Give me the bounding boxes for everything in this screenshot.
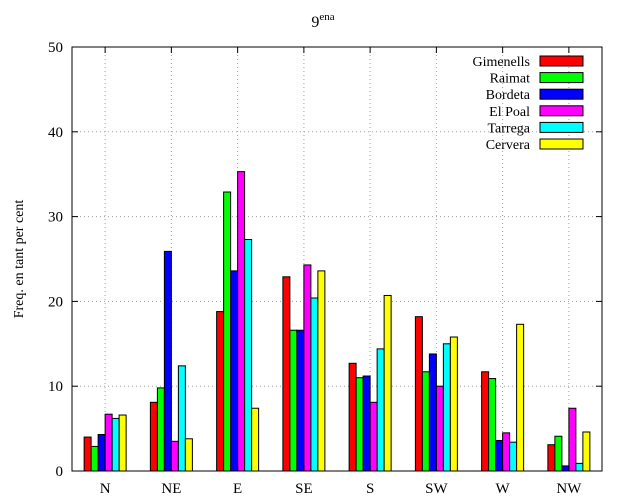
legend-label: El Poal (489, 105, 530, 120)
bar-tarrega (442, 343, 451, 472)
chart-title: 9ena (311, 11, 334, 31)
legend-label: Bordeta (486, 88, 531, 103)
bar-gimenells (149, 401, 158, 472)
legend-label: Cervera (486, 138, 531, 153)
bar-gimenells (414, 316, 423, 472)
legend-label: Raimat (490, 72, 531, 87)
bar-group-se (282, 264, 326, 472)
chart-title-main: 9 (311, 14, 319, 31)
bar-raimat (90, 445, 99, 472)
bar-el-poal (237, 171, 246, 472)
bar-group-s (348, 294, 392, 472)
plot-frame (71, 46, 603, 472)
legend-item: Raimat (490, 72, 584, 87)
bar-el-poal (435, 385, 444, 472)
y-tick-label: 0 (56, 464, 64, 480)
bar-gimenells (216, 311, 225, 472)
legend-swatch (539, 72, 584, 84)
legend-swatch (539, 55, 584, 67)
bar-raimat (355, 377, 364, 472)
legend-item: Bordeta (486, 88, 584, 103)
legend-item: Gimenells (472, 55, 584, 70)
legend-swatch (539, 121, 584, 133)
legend-label: Gimenells (472, 55, 530, 70)
legend-item: Tarrega (487, 121, 584, 136)
bar-cervera (516, 323, 525, 472)
chart-title-superscript: ena (319, 11, 334, 23)
y-tick-label: 10 (48, 379, 63, 395)
bar-group-n (83, 413, 127, 472)
bar-tarrega (376, 348, 385, 472)
bar-raimat (421, 371, 430, 472)
legend-item: Cervera (486, 138, 584, 153)
bar-group-nw (547, 407, 591, 472)
bar-raimat (223, 191, 232, 472)
bar-raimat (156, 387, 165, 472)
x-tick-label: W (496, 481, 511, 497)
bar-group-w (481, 323, 525, 472)
y-tick-label: 30 (48, 210, 63, 226)
legend-swatch (539, 138, 584, 150)
bar-cervera (118, 414, 127, 472)
y-tick-label: 50 (48, 40, 63, 56)
legend-swatch (539, 88, 584, 100)
bar-cervera (317, 270, 326, 472)
bar-cervera (449, 336, 458, 472)
bar-bordeta (97, 434, 106, 472)
x-tick-label: NE (161, 481, 181, 497)
x-tick-label: SE (295, 481, 313, 497)
bar-el-poal (104, 413, 113, 472)
bar-raimat (488, 378, 497, 472)
bar-cervera (184, 438, 193, 472)
bar-tarrega (575, 462, 584, 472)
bar-bordeta (495, 439, 504, 472)
bar-bordeta (362, 375, 371, 472)
bar-group-ne (149, 250, 193, 472)
bar-bordeta (561, 465, 570, 472)
x-tick-label: SW (425, 481, 448, 497)
bar-cervera (383, 294, 392, 472)
bars (83, 171, 591, 472)
legend-swatch (539, 105, 584, 117)
bar-tarrega (111, 417, 120, 472)
bar-cervera (251, 407, 260, 472)
bar-el-poal (303, 264, 312, 472)
bar-tarrega (509, 441, 518, 472)
bar-el-poal (568, 407, 577, 472)
bar-el-poal (170, 440, 179, 472)
bar-el-poal (369, 401, 378, 472)
x-tick-label: N (100, 481, 111, 497)
tick-labels: 0 10 20 30 40 50 N NE E SE S SW W NW (48, 40, 582, 497)
bar-tarrega (310, 297, 319, 472)
bar-bordeta (428, 353, 437, 472)
bar-gimenells (282, 276, 291, 472)
bar-cervera (582, 431, 591, 472)
legend-item: El Poal (489, 105, 584, 120)
x-tick-label: S (366, 481, 374, 497)
bar-gimenells (547, 444, 556, 472)
bar-gimenells (348, 362, 357, 472)
bar-tarrega (177, 365, 186, 472)
bar-bordeta (296, 329, 305, 472)
bar-gimenells (481, 371, 490, 472)
x-tick-label: NW (556, 481, 582, 497)
bar-bordeta (163, 250, 172, 472)
y-axis-title: Freq. en tant per cent (12, 200, 27, 319)
bar-tarrega (244, 238, 253, 472)
bar-gimenells (83, 436, 92, 472)
ticks (72, 46, 602, 472)
bar-bordeta (230, 270, 239, 472)
x-tick-label: E (233, 481, 242, 497)
bar-raimat (554, 435, 563, 472)
y-tick-label: 20 (48, 294, 63, 310)
bar-raimat (289, 329, 298, 472)
legend-label: Tarrega (487, 121, 530, 136)
y-tick-label: 40 (48, 125, 63, 141)
bar-el-poal (502, 432, 511, 472)
